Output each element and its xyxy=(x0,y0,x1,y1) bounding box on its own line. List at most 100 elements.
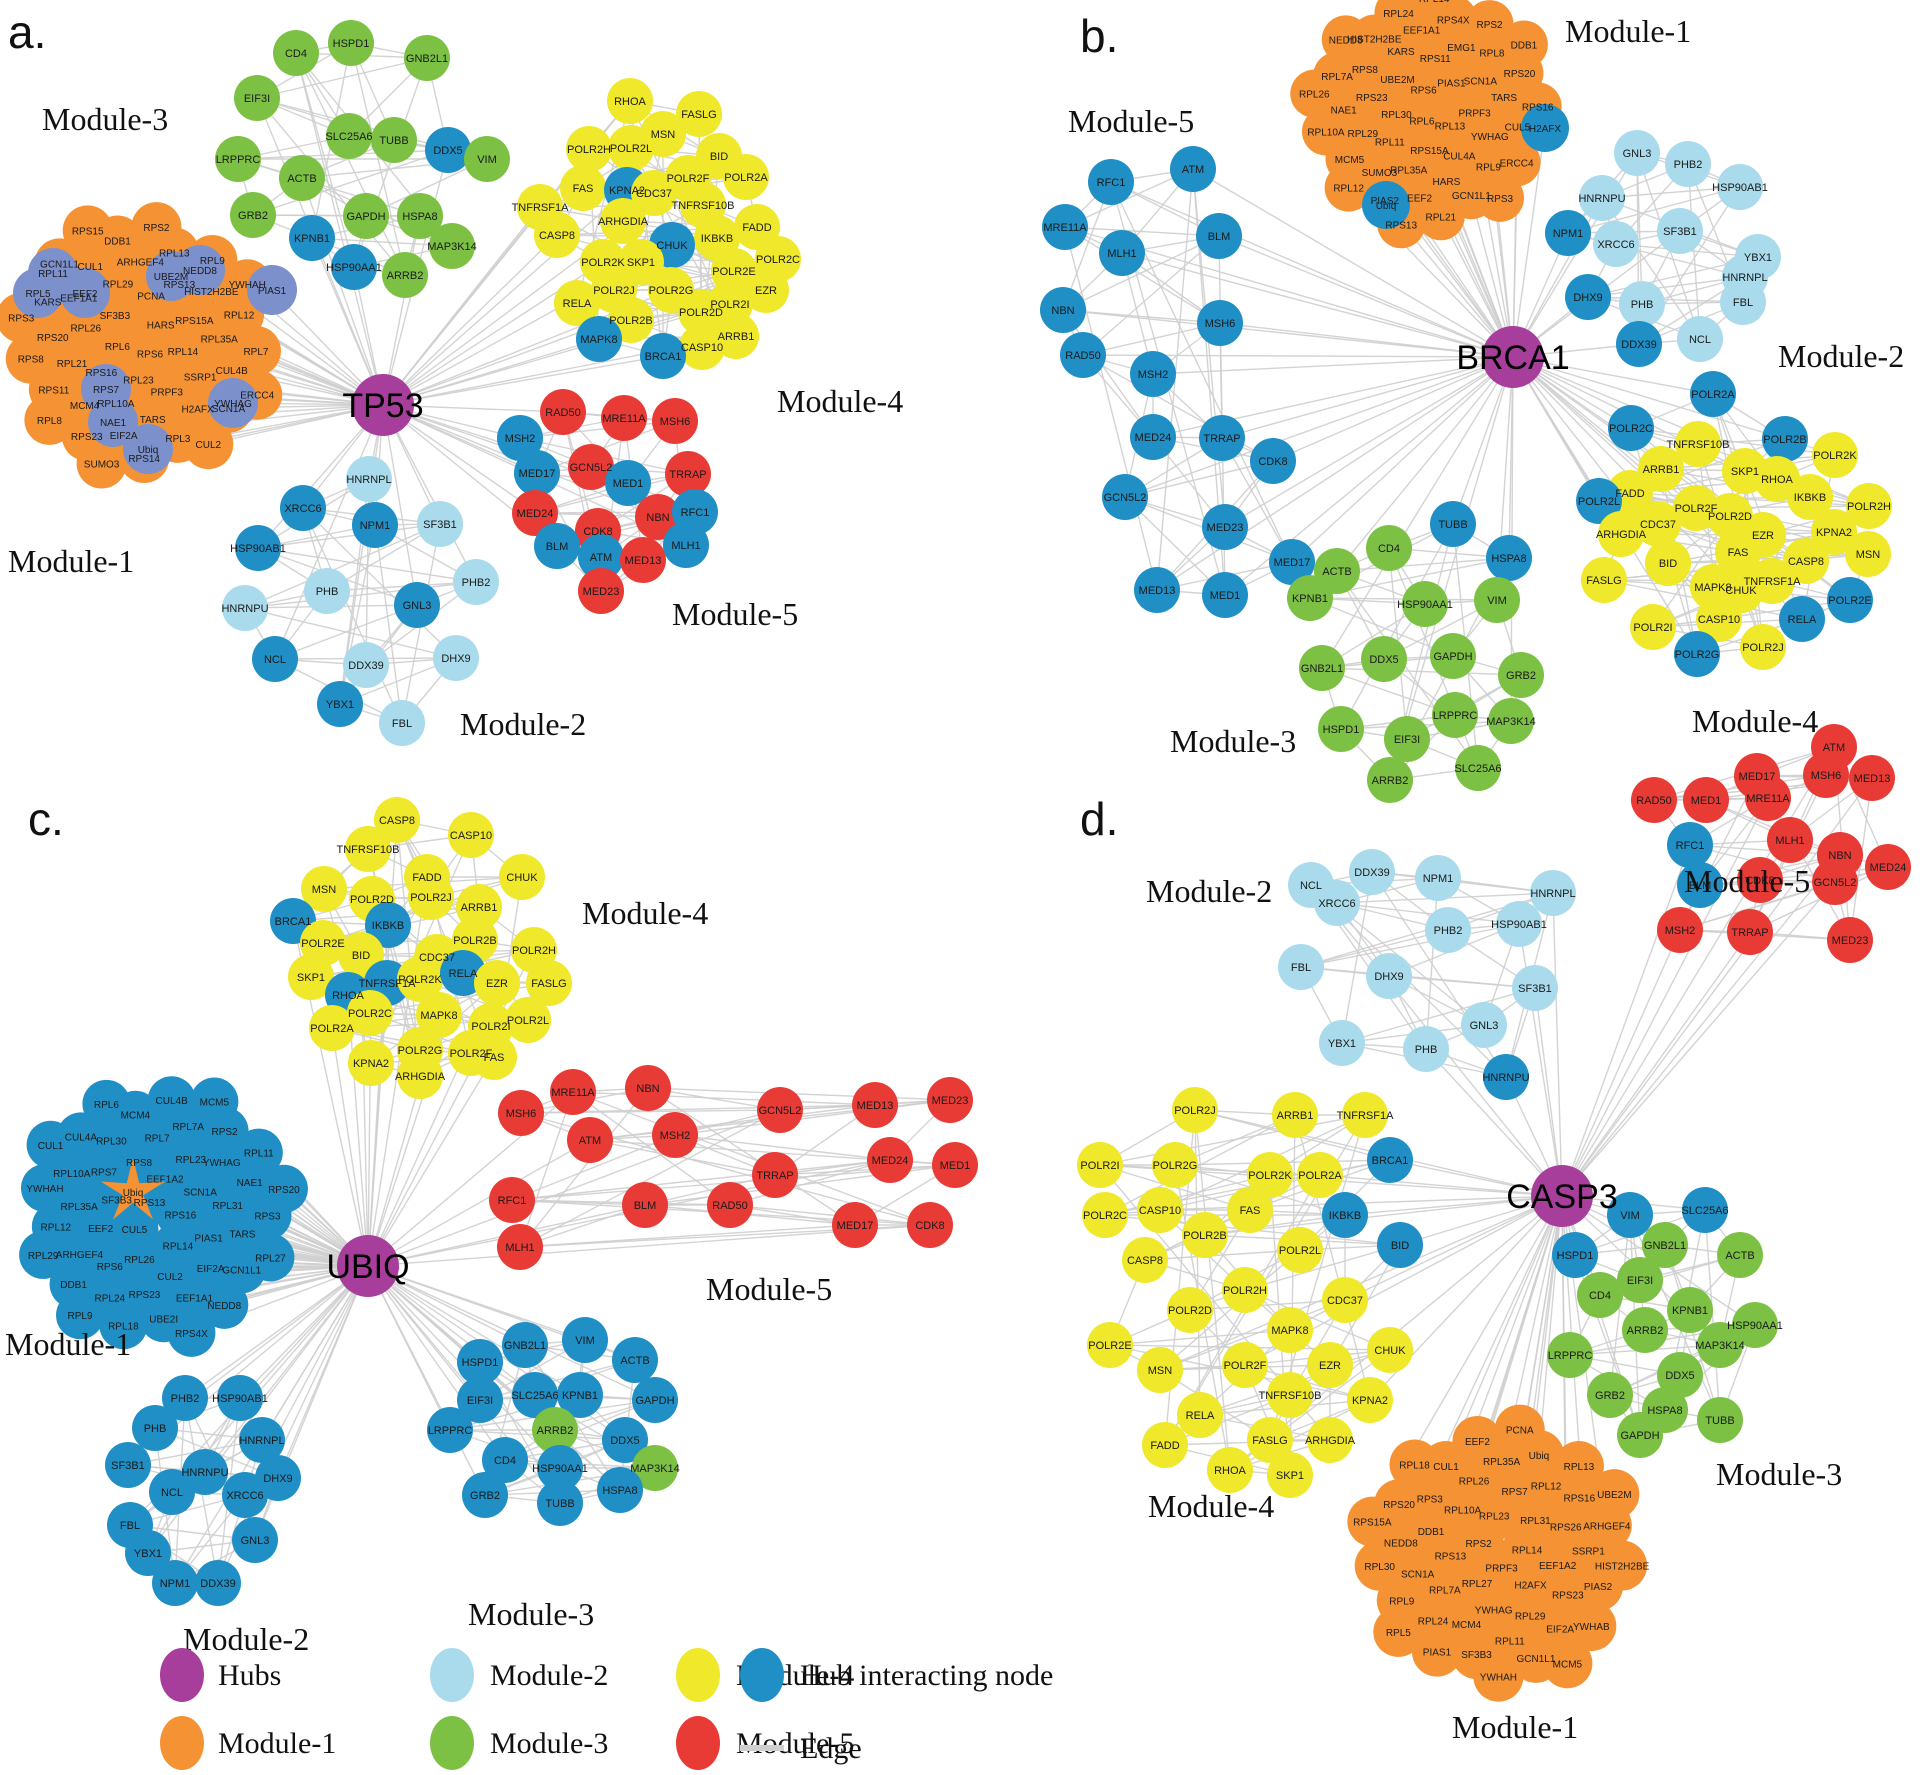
node-HSP90AA1[interactable] xyxy=(1732,1302,1778,1348)
node-CHUK[interactable] xyxy=(499,854,545,900)
node-MSH6[interactable] xyxy=(652,398,698,444)
node-RFC1[interactable] xyxy=(1667,822,1713,868)
node-POLR2C[interactable] xyxy=(1082,1192,1128,1238)
node-BLM[interactable] xyxy=(1677,862,1723,908)
node-VIM[interactable] xyxy=(464,136,510,182)
node-EIF3I[interactable] xyxy=(1384,716,1430,762)
node-NBN[interactable] xyxy=(635,494,681,540)
node-CD4[interactable] xyxy=(1366,525,1412,571)
node-CUL2[interactable] xyxy=(183,419,234,470)
node-GCN5L2[interactable] xyxy=(1812,859,1858,905)
node-ACTB[interactable] xyxy=(1717,1232,1763,1278)
node-SLC25A6[interactable] xyxy=(512,1372,558,1418)
node-BID[interactable] xyxy=(1645,540,1691,586)
node-PIAS1[interactable] xyxy=(247,265,297,315)
node-GRB2[interactable] xyxy=(1587,1372,1633,1418)
node-RPS3[interactable] xyxy=(1476,173,1525,222)
node-EZR[interactable] xyxy=(1307,1342,1353,1388)
node-DHX9[interactable] xyxy=(433,635,479,681)
node-RPL21[interactable] xyxy=(1416,192,1465,241)
node-GRB2[interactable] xyxy=(230,192,276,238)
node-GCN5L2[interactable] xyxy=(1102,474,1148,520)
node-KPNB1[interactable] xyxy=(1287,575,1333,621)
node-KPNA2[interactable] xyxy=(348,1040,394,1086)
node-BID[interactable] xyxy=(1377,1222,1423,1268)
node-ACTB[interactable] xyxy=(279,155,325,201)
node-HIST2H2BE[interactable] xyxy=(1597,1540,1648,1591)
node-RPL5[interactable] xyxy=(1373,1606,1424,1657)
node-Ubiq[interactable] xyxy=(100,1158,166,1220)
node-DDX39[interactable] xyxy=(1349,849,1395,895)
node-MED17[interactable] xyxy=(514,450,560,496)
node-MSN[interactable] xyxy=(1137,1347,1183,1393)
node-SUMO3[interactable] xyxy=(76,438,127,489)
node-GNB2L1[interactable] xyxy=(1299,645,1345,691)
node-HSP90AA1[interactable] xyxy=(537,1445,583,1491)
node-MED24[interactable] xyxy=(512,490,558,536)
node-SLC25A6[interactable] xyxy=(1682,1187,1728,1233)
node-FBL[interactable] xyxy=(379,700,425,746)
node-MAP3K14[interactable] xyxy=(632,1445,678,1491)
node-YWHAG[interactable] xyxy=(208,378,258,428)
node-YBX1[interactable] xyxy=(125,1530,171,1576)
node-FASLG[interactable] xyxy=(1581,557,1627,603)
node-CDC37[interactable] xyxy=(631,170,677,216)
node-XRCC6[interactable] xyxy=(280,485,326,531)
node-NEDD8[interactable] xyxy=(200,1280,249,1329)
node-RPL10A[interactable] xyxy=(1301,107,1350,156)
node-CUL1[interactable] xyxy=(26,1120,75,1169)
node-FASLG[interactable] xyxy=(1247,1417,1293,1463)
node-GRB2[interactable] xyxy=(462,1472,508,1518)
node-ARHGDIA[interactable] xyxy=(397,1053,443,1099)
node-MED17[interactable] xyxy=(832,1202,878,1248)
node-IKBKB[interactable] xyxy=(1787,474,1833,520)
node-POLR2B[interactable] xyxy=(1762,416,1808,462)
node-MED24[interactable] xyxy=(1130,414,1176,460)
node-MED23[interactable] xyxy=(1827,917,1873,963)
node-TUBB[interactable] xyxy=(371,117,417,163)
node-FAS[interactable] xyxy=(1227,1187,1273,1233)
node-YWHAB[interactable] xyxy=(1566,1601,1617,1652)
node-POLR2L[interactable] xyxy=(608,125,654,171)
node-POLR2J[interactable] xyxy=(1172,1087,1218,1133)
node-RPS15[interactable] xyxy=(62,205,113,256)
node-MLH1[interactable] xyxy=(663,522,709,568)
node-SLC25A6[interactable] xyxy=(326,113,372,159)
node-VIM[interactable] xyxy=(1474,577,1520,623)
node-KPNA2[interactable] xyxy=(1811,509,1857,555)
node-HSPA8[interactable] xyxy=(397,193,443,239)
node-EIF3I[interactable] xyxy=(234,75,280,121)
node-MLH1[interactable] xyxy=(1099,230,1145,276)
node-MCM5[interactable] xyxy=(190,1077,239,1126)
node-HSPD1[interactable] xyxy=(328,20,374,66)
node-DHX9[interactable] xyxy=(1366,953,1412,999)
node-FBL[interactable] xyxy=(1278,944,1324,990)
node-MED13[interactable] xyxy=(1134,567,1180,613)
node-PHB2[interactable] xyxy=(453,559,499,605)
node-CDK8[interactable] xyxy=(907,1202,953,1248)
node-BLM[interactable] xyxy=(534,523,580,569)
node-SF3B1[interactable] xyxy=(417,501,463,547)
node-FAS[interactable] xyxy=(1715,529,1761,575)
node-CASP10[interactable] xyxy=(448,812,494,858)
node-NPM1[interactable] xyxy=(1415,855,1461,901)
node-TUBB[interactable] xyxy=(1430,501,1476,547)
node-TRRAP[interactable] xyxy=(1199,415,1245,461)
node-CASP10[interactable] xyxy=(679,324,725,370)
node-GRB2[interactable] xyxy=(1498,652,1544,698)
node-MED1[interactable] xyxy=(932,1142,978,1188)
node-NCL[interactable] xyxy=(252,636,298,682)
node-ATM[interactable] xyxy=(578,534,624,580)
node-MED24[interactable] xyxy=(867,1137,913,1183)
node-MRE11A[interactable] xyxy=(1042,204,1088,250)
node-MSH2[interactable] xyxy=(497,415,543,461)
node-DHX9[interactable] xyxy=(1565,274,1611,320)
node-MSN[interactable] xyxy=(1845,531,1891,577)
node-CDK8[interactable] xyxy=(1737,857,1783,903)
node-ARHGDIA[interactable] xyxy=(1307,1417,1353,1463)
node-RPL24[interactable] xyxy=(1374,0,1423,37)
node-BLM[interactable] xyxy=(1196,213,1242,259)
node-POLR2E[interactable] xyxy=(1087,1322,1133,1368)
node-KPNA2[interactable] xyxy=(1347,1377,1393,1423)
node-POLR2A[interactable] xyxy=(309,1005,355,1051)
